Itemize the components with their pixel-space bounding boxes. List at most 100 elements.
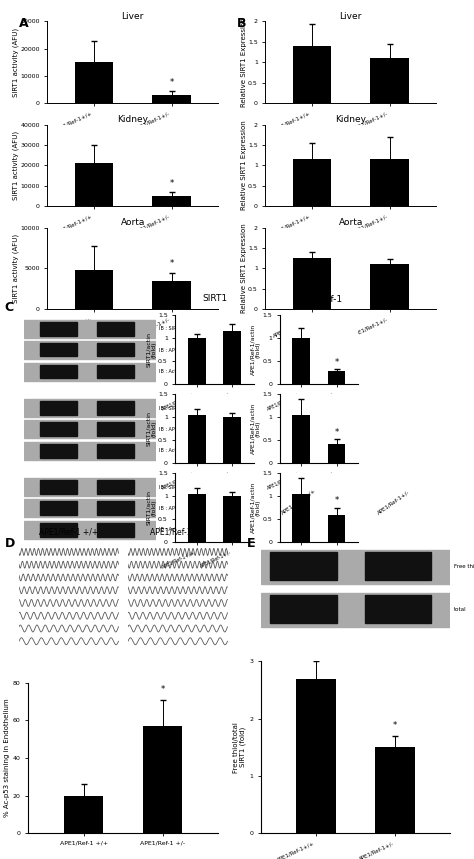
Text: E: E — [246, 537, 255, 550]
Text: *: * — [393, 722, 397, 730]
Bar — [97, 322, 134, 336]
Text: IB : APE/Ref-1: IB : APE/Ref-1 — [159, 426, 192, 431]
Title: Aorta: Aorta — [338, 218, 363, 227]
Bar — [188, 494, 206, 542]
Bar — [24, 420, 156, 437]
Bar — [74, 63, 113, 103]
Bar — [152, 196, 191, 206]
Bar — [24, 362, 156, 381]
Y-axis label: SIRT1/actin
(fold): SIRT1/actin (fold) — [146, 332, 156, 367]
Y-axis label: APE1/Ref-1/actin
(fold): APE1/Ref-1/actin (fold) — [250, 482, 261, 533]
Text: Free thiol: Free thiol — [454, 564, 474, 570]
Text: C: C — [5, 301, 14, 314]
Bar — [328, 371, 346, 384]
Bar — [24, 442, 156, 460]
Bar — [97, 444, 134, 458]
Y-axis label: SIRT1/actin
(fold): SIRT1/actin (fold) — [146, 411, 156, 446]
Y-axis label: APE1/Ref-1/actin
(fold): APE1/Ref-1/actin (fold) — [250, 324, 261, 375]
Bar — [292, 338, 310, 384]
Bar — [223, 497, 241, 542]
Bar — [365, 595, 431, 623]
Bar — [365, 552, 431, 580]
Bar — [40, 365, 77, 379]
Bar — [97, 401, 134, 415]
Bar — [40, 523, 77, 537]
Bar — [97, 343, 134, 356]
Text: IB : Actin: IB : Actin — [159, 448, 181, 454]
Bar — [24, 399, 156, 417]
Bar — [292, 159, 331, 206]
Text: *: * — [335, 357, 338, 367]
Y-axis label: Free thiol/total
SIRT1 (fold): Free thiol/total SIRT1 (fold) — [233, 722, 246, 773]
Bar — [143, 726, 182, 833]
Text: SIRT1: SIRT1 — [202, 295, 227, 303]
Bar — [97, 523, 134, 537]
Text: *: * — [335, 428, 338, 437]
Text: IB : SIRT1: IB : SIRT1 — [159, 484, 182, 490]
Bar — [188, 338, 206, 384]
Bar — [74, 163, 113, 206]
Bar — [152, 281, 191, 309]
Bar — [40, 322, 77, 336]
Bar — [261, 593, 450, 627]
Title: Kidney: Kidney — [335, 115, 366, 124]
Bar — [223, 417, 241, 463]
Title: Liver: Liver — [339, 12, 362, 21]
Bar — [223, 332, 241, 384]
Bar — [40, 480, 77, 494]
Y-axis label: Relative SIRT1 Expression: Relative SIRT1 Expression — [241, 120, 246, 210]
Bar — [40, 343, 77, 356]
Bar — [40, 401, 77, 415]
Text: IB : Actin: IB : Actin — [159, 369, 181, 375]
Text: IB : Actin: IB : Actin — [159, 527, 181, 533]
Text: IB : APE/Ref-1: IB : APE/Ref-1 — [159, 505, 192, 510]
Text: IB : SIRT1: IB : SIRT1 — [159, 405, 182, 411]
Bar — [97, 501, 134, 515]
Bar — [24, 320, 156, 338]
Bar — [292, 415, 310, 463]
Text: APE1/Ref-1: APE1/Ref-1 — [294, 295, 343, 303]
Text: IB : APE/Ref-1: IB : APE/Ref-1 — [159, 347, 192, 352]
Bar — [370, 58, 409, 103]
Text: total: total — [454, 607, 467, 612]
Text: *: * — [169, 179, 173, 188]
Text: APE1/Ref-1+/-: APE1/Ref-1+/- — [376, 490, 410, 515]
Bar — [261, 550, 450, 584]
Title: Kidney: Kidney — [117, 115, 148, 124]
Y-axis label: Relative SIRT1 Expression: Relative SIRT1 Expression — [241, 223, 246, 314]
Text: *: * — [169, 259, 173, 269]
Text: D: D — [5, 537, 15, 550]
Text: *: * — [161, 685, 165, 694]
Text: A: A — [19, 17, 28, 30]
Title: APE1/Ref-1 +/-: APE1/Ref-1 +/- — [150, 527, 206, 536]
Bar — [370, 265, 409, 309]
Bar — [375, 747, 415, 833]
Bar — [292, 494, 310, 542]
Y-axis label: SIRT1/actin
(fold): SIRT1/actin (fold) — [146, 490, 156, 525]
Bar — [270, 552, 337, 580]
Y-axis label: APE1/Ref-1/actin
(fold): APE1/Ref-1/actin (fold) — [250, 403, 261, 454]
Bar — [296, 679, 336, 833]
Y-axis label: % Ac-p53 staining in Endothelium: % Ac-p53 staining in Endothelium — [4, 698, 10, 818]
Bar — [97, 365, 134, 379]
Y-axis label: SIRT1 activity (AFU): SIRT1 activity (AFU) — [12, 27, 19, 97]
Text: IB : SIRT1: IB : SIRT1 — [159, 326, 182, 332]
Text: *: * — [169, 78, 173, 87]
Bar — [24, 499, 156, 516]
Title: Liver: Liver — [121, 12, 144, 21]
Text: *: * — [335, 497, 338, 505]
Bar — [97, 480, 134, 494]
Bar — [97, 422, 134, 436]
Bar — [270, 595, 337, 623]
Bar — [24, 478, 156, 496]
Bar — [40, 444, 77, 458]
Bar — [328, 515, 346, 542]
Bar — [24, 341, 156, 358]
Bar — [292, 46, 331, 103]
Bar — [328, 444, 346, 463]
Bar — [370, 159, 409, 206]
Y-axis label: SIRT1 activity (AFU): SIRT1 activity (AFU) — [12, 131, 19, 200]
Bar — [24, 521, 156, 539]
Title: APE1/Ref-1 +/+: APE1/Ref-1 +/+ — [39, 527, 98, 536]
Title: Aorta: Aorta — [120, 218, 145, 227]
